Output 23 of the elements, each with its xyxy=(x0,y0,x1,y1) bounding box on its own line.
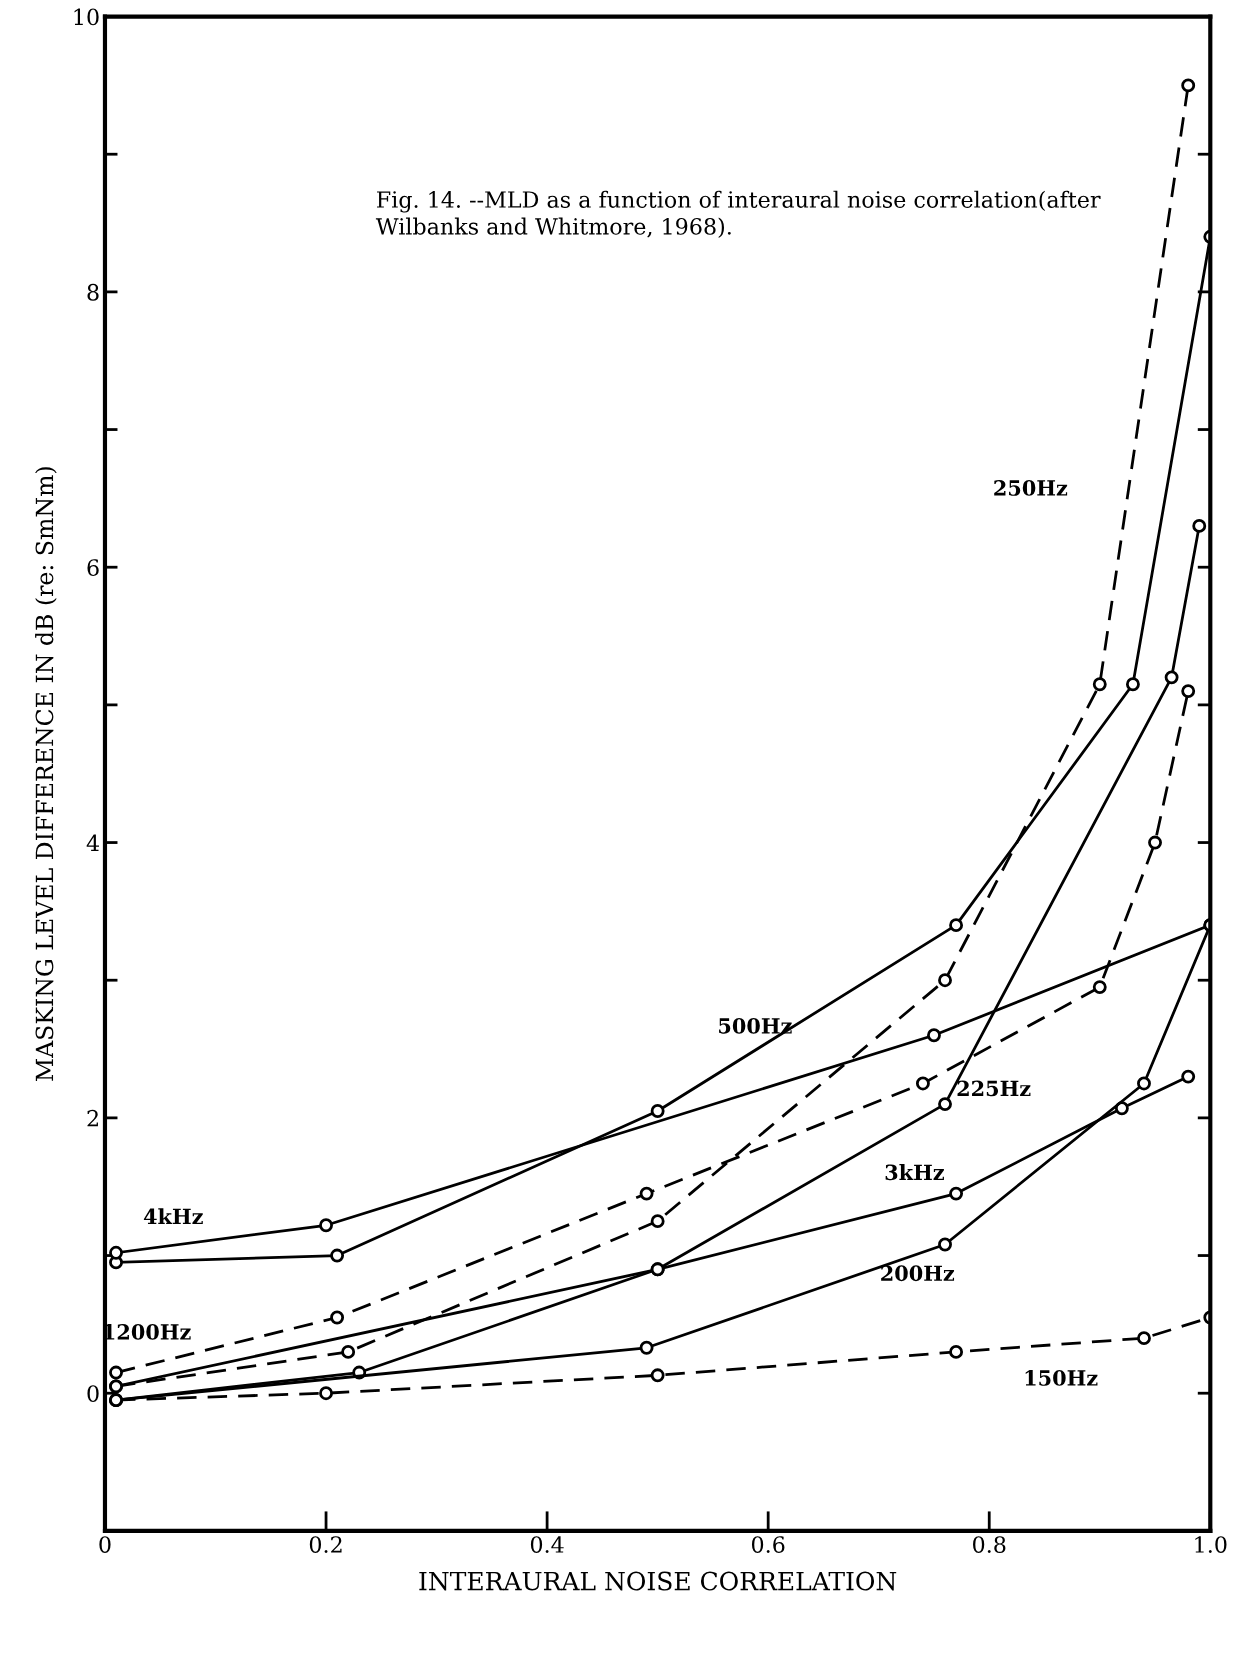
series-label: 1200Hz xyxy=(104,1323,191,1340)
y-tick-label: 2 xyxy=(87,1109,98,1127)
series-label: 150Hz xyxy=(1025,1370,1098,1386)
y-tick-label: 8 xyxy=(87,283,99,301)
y-tick-label: 6 xyxy=(87,559,99,576)
x-axis-title: INTERAURAL NOISE CORRELATION xyxy=(419,1571,897,1591)
x-tick-label: 0 xyxy=(99,1536,111,1553)
series-label: 3kHz xyxy=(885,1164,944,1181)
series-label: 4kHz xyxy=(143,1208,203,1225)
series-label: 200Hz xyxy=(881,1265,955,1282)
x-tick-label: 0.2 xyxy=(309,1536,342,1553)
text: 250Hz xyxy=(994,480,1068,496)
y-tick-label: 0 xyxy=(87,1385,99,1402)
series-label: 225Hz xyxy=(957,1080,1031,1097)
y-tick-label: 10 xyxy=(74,8,99,26)
series-label: 500Hz xyxy=(719,1017,792,1034)
text: Fig. 14. --MLD as a function of interaural noise correlation(after Wilbanks and Whitmore, 1968). xyxy=(375,190,1101,238)
x-tick-label: 0.8 xyxy=(973,1536,1006,1553)
y-axis-title: MASKING LEVEL DIFFERENCE IN dB (re: SmNm) xyxy=(35,467,57,1081)
x-tick-label: 0.6 xyxy=(751,1536,785,1553)
x-tick-label: 1.0 xyxy=(1195,1536,1227,1553)
y-tick-label: 4 xyxy=(86,834,99,851)
x-tick-label: 0.4 xyxy=(530,1536,564,1553)
